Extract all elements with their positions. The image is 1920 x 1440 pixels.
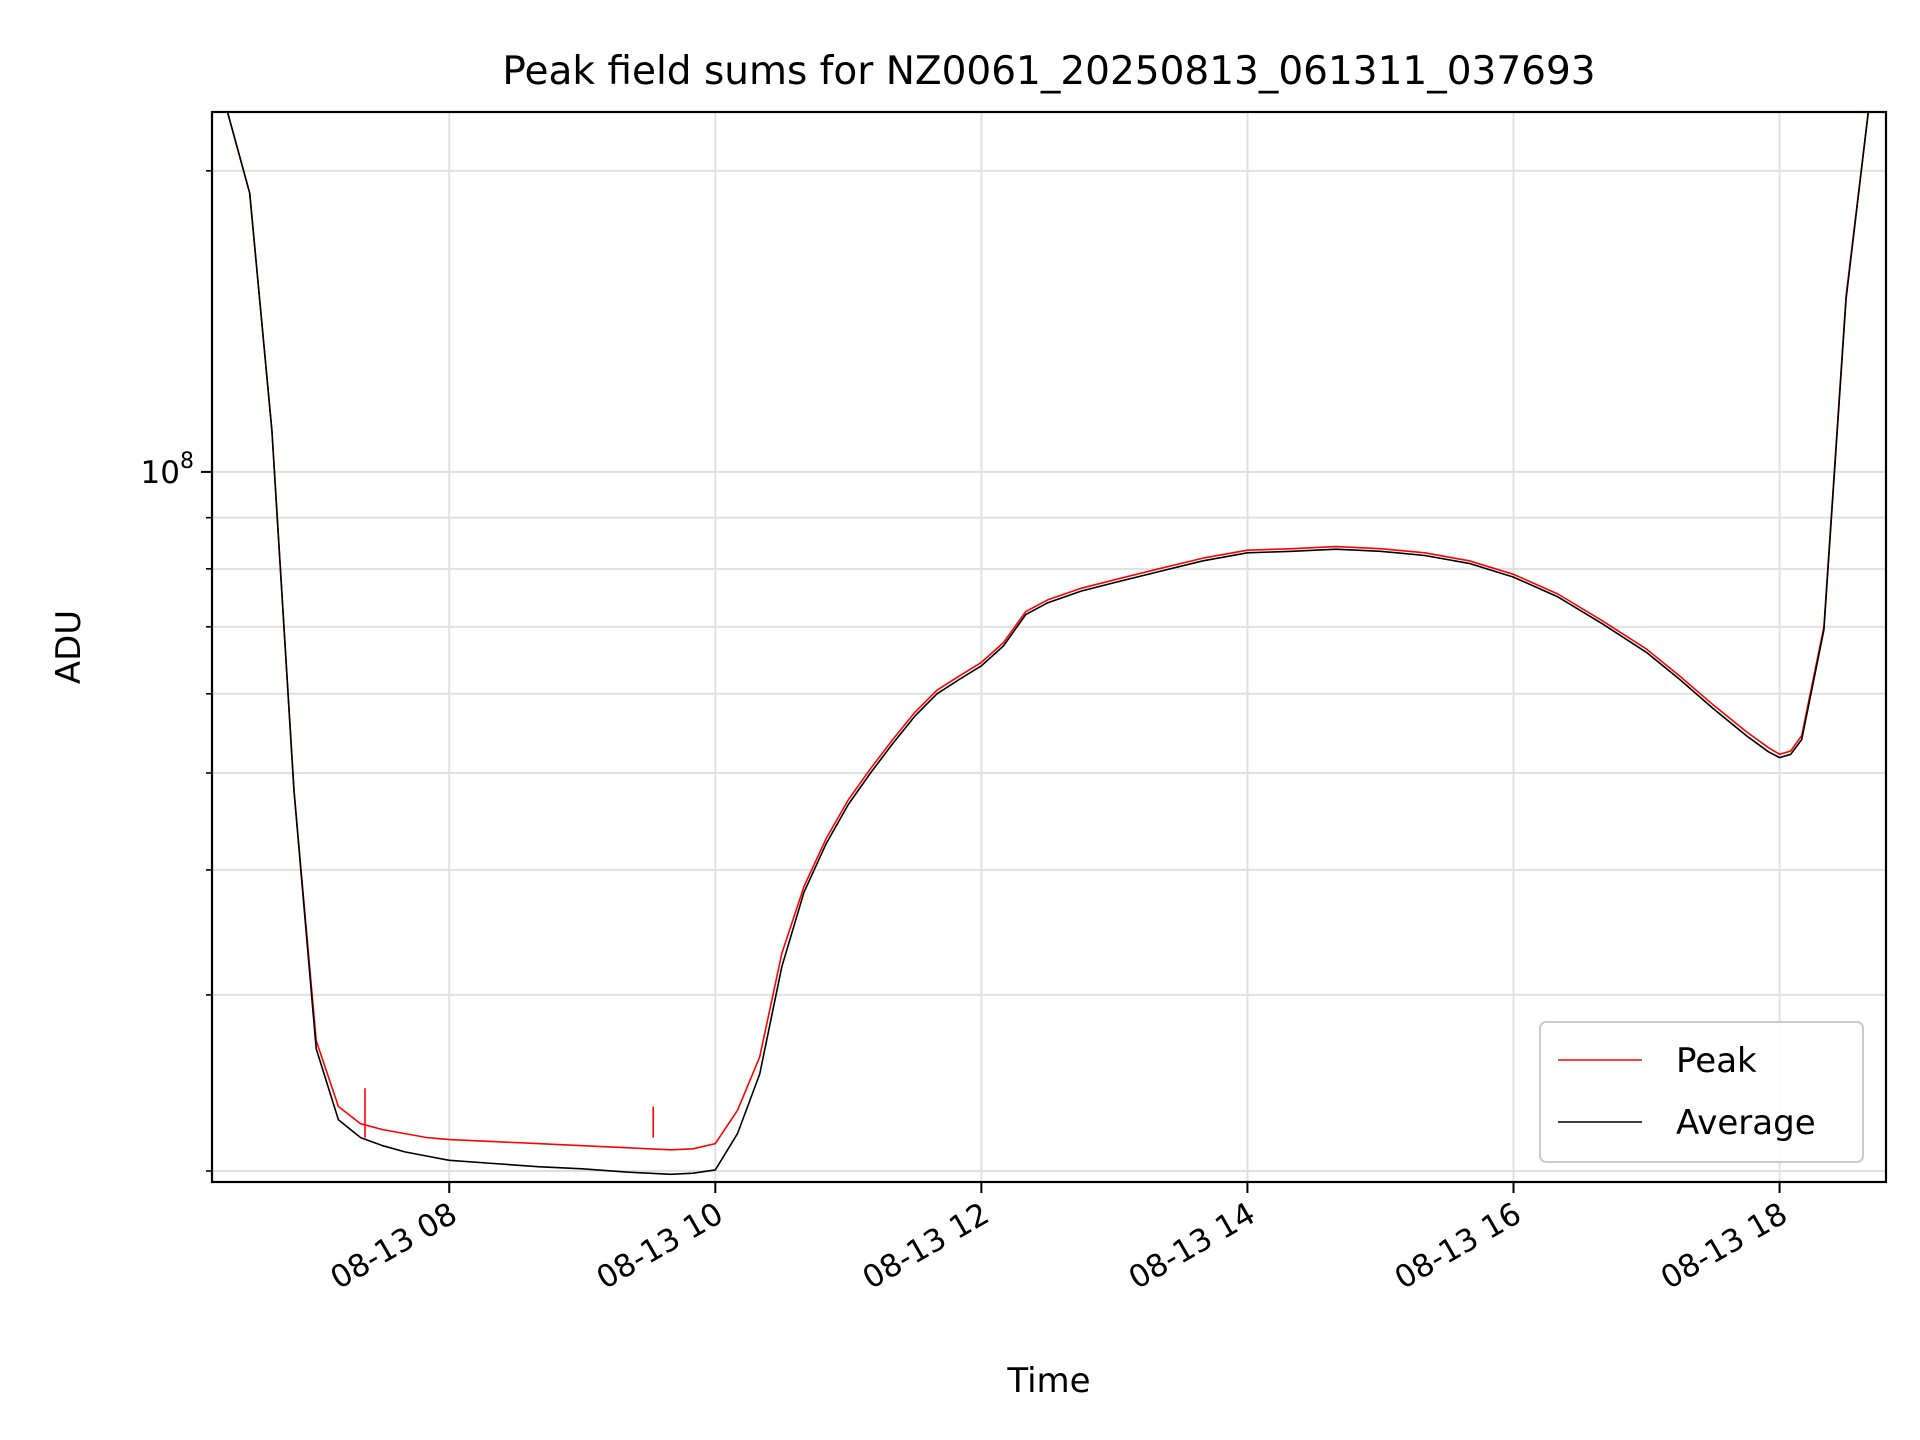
plot-frame [210, 110, 1888, 1184]
series-line-peak [226, 112, 1870, 1151]
y-axis-label: ADU [49, 610, 89, 684]
legend-box [1539, 1021, 1864, 1163]
legend-label-average: Average [1676, 1103, 1816, 1143]
legend-label-peak: Peak [1676, 1041, 1757, 1081]
legend: Peak Average [1539, 1021, 1864, 1163]
series-lines [226, 112, 1870, 1176]
series-line-average [226, 112, 1870, 1176]
chart-title: Peak field sums for NZ0061_20250813_0613… [502, 49, 1595, 94]
x-axis-label: Time [1006, 1361, 1090, 1401]
y-tick-label-base: 10 [141, 455, 180, 491]
y-tick-label-exponent: 8 [180, 449, 194, 474]
grid [212, 112, 1886, 1182]
y-tick-label: 108 [141, 449, 194, 491]
